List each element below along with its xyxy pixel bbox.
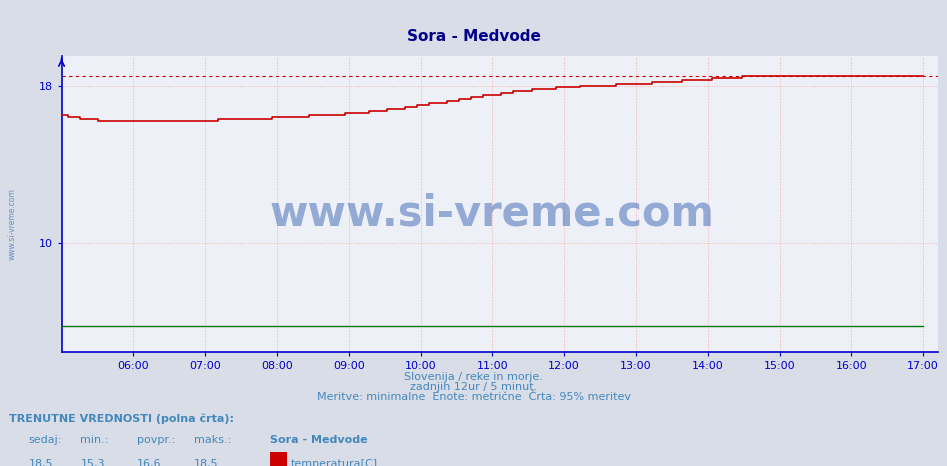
Text: www.si-vreme.com: www.si-vreme.com bbox=[270, 193, 715, 235]
Text: 18,5: 18,5 bbox=[28, 459, 53, 466]
Text: zadnjih 12ur / 5 minut.: zadnjih 12ur / 5 minut. bbox=[410, 382, 537, 392]
Text: Slovenija / reke in morje.: Slovenija / reke in morje. bbox=[404, 372, 543, 382]
Text: www.si-vreme.com: www.si-vreme.com bbox=[8, 188, 17, 260]
Text: min.:: min.: bbox=[80, 435, 109, 445]
Text: Meritve: minimalne  Enote: metrične  Črta: 95% meritev: Meritve: minimalne Enote: metrične Črta:… bbox=[316, 392, 631, 402]
Text: TRENUTNE VREDNOSTI (polna črta):: TRENUTNE VREDNOSTI (polna črta): bbox=[9, 413, 235, 424]
Text: Sora - Medvode: Sora - Medvode bbox=[270, 435, 367, 445]
Text: temperatura[C]: temperatura[C] bbox=[291, 459, 378, 466]
Text: povpr.:: povpr.: bbox=[137, 435, 175, 445]
Text: 16,6: 16,6 bbox=[137, 459, 162, 466]
Text: maks.:: maks.: bbox=[194, 435, 231, 445]
Text: Sora - Medvode: Sora - Medvode bbox=[406, 29, 541, 44]
Text: sedaj:: sedaj: bbox=[28, 435, 62, 445]
Text: 15,3: 15,3 bbox=[80, 459, 105, 466]
Text: 18,5: 18,5 bbox=[194, 459, 219, 466]
